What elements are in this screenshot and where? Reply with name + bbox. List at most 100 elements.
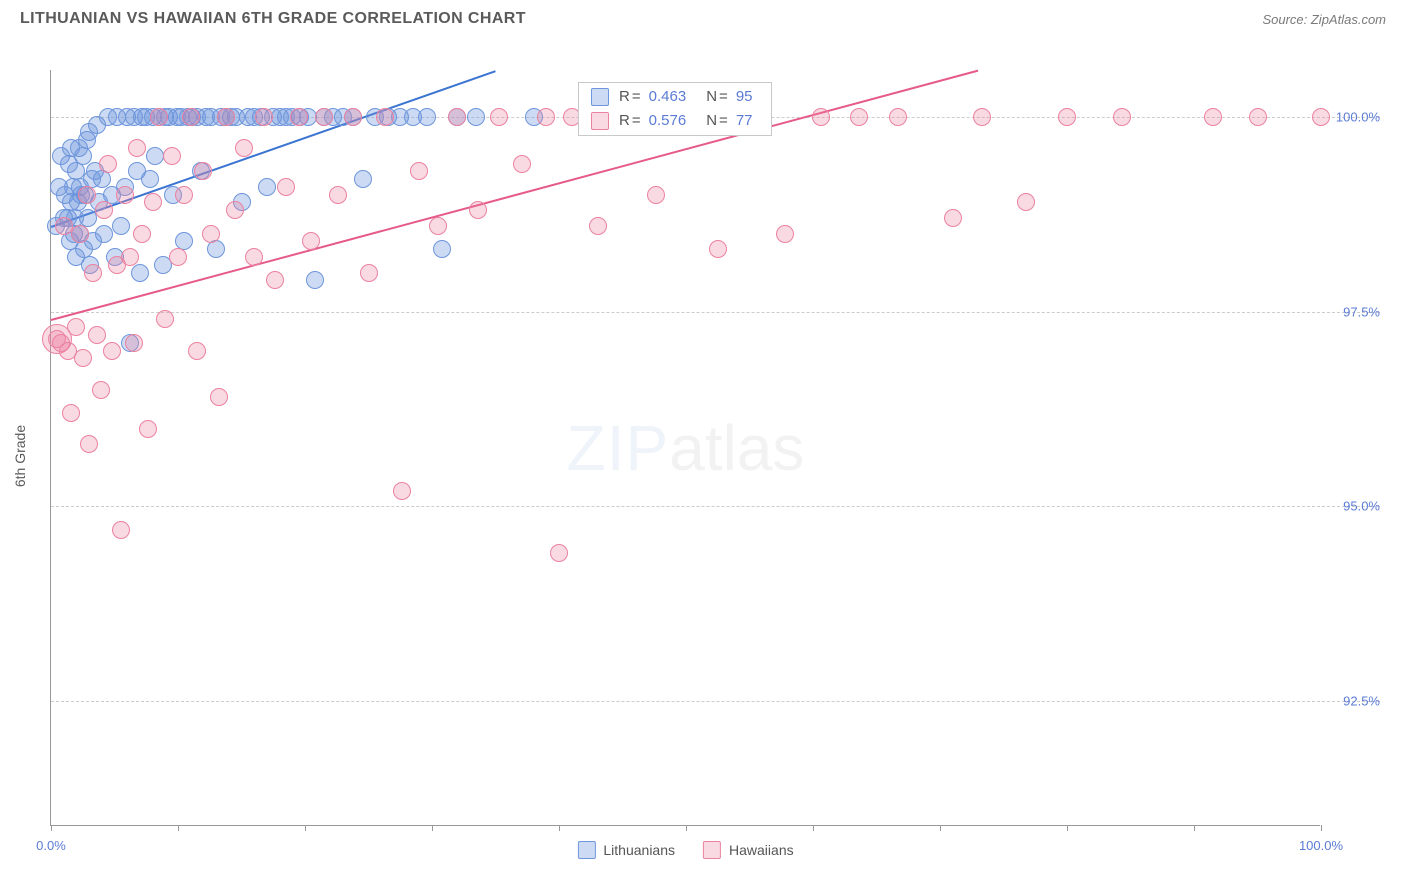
scatter-point [169, 248, 187, 266]
scatter-point [74, 349, 92, 367]
chart-area: 6th Grade ZIPatlas Lithuanians Hawaiians… [28, 40, 1396, 872]
scatter-point [210, 388, 228, 406]
scatter-point [709, 240, 727, 258]
scatter-point [121, 248, 139, 266]
scatter-point [128, 139, 146, 157]
y-tick-label: 95.0% [1343, 499, 1380, 514]
scatter-point [62, 404, 80, 422]
x-tick [1321, 825, 1322, 831]
scatter-point [92, 381, 110, 399]
scatter-point [944, 209, 962, 227]
x-tick [813, 825, 814, 831]
scatter-point [647, 186, 665, 204]
scatter-point [182, 108, 200, 126]
scatter-point [889, 108, 907, 126]
chart-title: LITHUANIAN VS HAWAIIAN 6TH GRADE CORRELA… [20, 10, 526, 28]
scatter-point [131, 264, 149, 282]
scatter-point [376, 108, 394, 126]
scatter-point [78, 186, 96, 204]
scatter-point [139, 420, 157, 438]
scatter-point [589, 217, 607, 235]
scatter-point [1312, 108, 1330, 126]
scatter-point [302, 232, 320, 250]
stat-r-label: R [619, 112, 630, 129]
equals-sign: = [632, 88, 641, 105]
scatter-point [306, 271, 324, 289]
scatter-point [513, 155, 531, 173]
scatter-point [84, 264, 102, 282]
stat-r-value: 0.463 [649, 88, 687, 105]
scatter-point [290, 108, 308, 126]
scatter-point [95, 225, 113, 243]
scatter-point [194, 162, 212, 180]
stat-r-label: R [619, 88, 630, 105]
scatter-point [71, 225, 89, 243]
scatter-point [360, 264, 378, 282]
scatter-point [467, 108, 485, 126]
scatter-point [1017, 193, 1035, 211]
scatter-point [354, 170, 372, 188]
legend-swatch-icon [591, 112, 609, 130]
scatter-point [125, 334, 143, 352]
scatter-point [537, 108, 555, 126]
y-tick-label: 92.5% [1343, 694, 1380, 709]
scatter-point [393, 482, 411, 500]
scatter-point [146, 147, 164, 165]
scatter-point [95, 201, 113, 219]
stat-n-label: N [706, 88, 717, 105]
scatter-point [144, 193, 162, 211]
gridline [51, 312, 1380, 313]
scatter-point [188, 342, 206, 360]
scatter-point [163, 147, 181, 165]
scatter-point [429, 217, 447, 235]
scatter-point [99, 155, 117, 173]
scatter-point [973, 108, 991, 126]
watermark: ZIPatlas [567, 411, 805, 485]
scatter-point [277, 178, 295, 196]
y-axis-label: 6th Grade [12, 425, 28, 487]
scatter-point [217, 108, 235, 126]
scatter-point [133, 225, 151, 243]
scatter-point [1113, 108, 1131, 126]
x-tick [305, 825, 306, 831]
x-tick [432, 825, 433, 831]
scatter-point [48, 330, 66, 348]
x-tick [1067, 825, 1068, 831]
scatter-point [202, 225, 220, 243]
equals-sign: = [719, 112, 728, 129]
scatter-point [344, 108, 362, 126]
scatter-point [1058, 108, 1076, 126]
scatter-point [112, 217, 130, 235]
scatter-point [1249, 108, 1267, 126]
scatter-point [175, 186, 193, 204]
scatter-point [329, 186, 347, 204]
gridline [51, 506, 1380, 507]
scatter-point [812, 108, 830, 126]
equals-sign: = [632, 112, 641, 129]
x-tick-label: 100.0% [1299, 838, 1343, 853]
scatter-point [266, 271, 284, 289]
legend-label: Hawaiians [729, 842, 794, 858]
y-tick-label: 97.5% [1343, 304, 1380, 319]
x-tick-label: 0.0% [36, 838, 66, 853]
stats-legend-box: R=0.463N=95R=0.576N=77 [578, 82, 771, 136]
scatter-point [410, 162, 428, 180]
x-tick [178, 825, 179, 831]
scatter-point [776, 225, 794, 243]
y-tick-label: 100.0% [1336, 109, 1380, 124]
scatter-point [469, 201, 487, 219]
scatter-point [74, 147, 92, 165]
legend-swatch-icon [577, 841, 595, 859]
x-tick [51, 825, 52, 831]
scatter-point [550, 544, 568, 562]
x-tick [559, 825, 560, 831]
scatter-point [156, 310, 174, 328]
plot-region: ZIPatlas Lithuanians Hawaiians 92.5%95.0… [50, 70, 1320, 826]
source-label: Source: ZipAtlas.com [1262, 12, 1386, 27]
scatter-point [315, 108, 333, 126]
scatter-point [850, 108, 868, 126]
x-tick [686, 825, 687, 831]
scatter-point [103, 342, 121, 360]
stat-n-value: 77 [736, 112, 753, 129]
watermark-atlas: atlas [669, 412, 804, 484]
